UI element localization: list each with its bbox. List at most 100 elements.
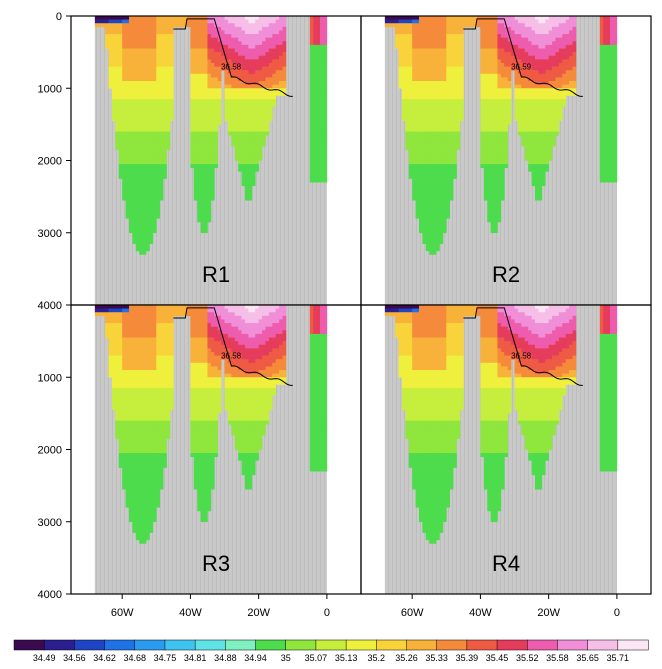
field-cell bbox=[262, 113, 266, 118]
field-cell bbox=[156, 117, 160, 122]
field-cell bbox=[613, 178, 618, 183]
field-cell bbox=[531, 48, 536, 53]
field-cell bbox=[603, 99, 607, 103]
field-cell bbox=[265, 113, 270, 118]
field-cell bbox=[538, 66, 543, 71]
field-cell bbox=[245, 37, 249, 42]
field-cell bbox=[139, 200, 143, 205]
field-cell bbox=[439, 91, 444, 96]
field-cell bbox=[504, 55, 508, 60]
field-cell bbox=[118, 62, 123, 67]
field-cell bbox=[193, 52, 198, 57]
field-cell bbox=[514, 34, 519, 38]
field-cell bbox=[603, 102, 607, 107]
field-cell bbox=[122, 149, 126, 154]
field-cell bbox=[282, 70, 287, 75]
field-cell bbox=[565, 41, 570, 46]
field-cell bbox=[231, 23, 236, 28]
field-cell bbox=[429, 236, 433, 241]
field-cell bbox=[459, 77, 464, 82]
field-cell bbox=[214, 59, 218, 64]
field-cell bbox=[146, 200, 150, 205]
field-cell bbox=[487, 189, 491, 194]
field-cell bbox=[436, 149, 440, 154]
field-cell bbox=[599, 109, 604, 114]
field-cell bbox=[415, 73, 420, 78]
field-cell bbox=[265, 120, 270, 125]
field-cell bbox=[142, 124, 147, 129]
field-cell bbox=[398, 55, 403, 60]
field-cell bbox=[204, 99, 208, 103]
field-cell bbox=[524, 99, 529, 103]
field-cell bbox=[122, 308, 126, 313]
field-cell bbox=[531, 174, 536, 179]
field-cell bbox=[415, 30, 420, 35]
field-cell bbox=[224, 19, 229, 24]
field-cell bbox=[125, 413, 130, 418]
field-cell bbox=[105, 16, 109, 20]
field-cell bbox=[125, 193, 130, 197]
field-cell bbox=[599, 19, 604, 24]
field-cell bbox=[432, 203, 437, 208]
field-cell bbox=[142, 19, 147, 24]
field-cell bbox=[432, 124, 437, 129]
field-cell bbox=[258, 34, 263, 38]
field-cell bbox=[207, 95, 212, 100]
field-cell bbox=[494, 117, 498, 122]
field-cell bbox=[408, 167, 413, 172]
field-cell bbox=[238, 160, 242, 165]
field-cell bbox=[149, 185, 154, 190]
field-cell bbox=[500, 81, 505, 85]
field-cell bbox=[606, 16, 611, 20]
field-cell bbox=[207, 99, 212, 103]
field-cell bbox=[238, 16, 242, 20]
field-cell bbox=[436, 19, 440, 24]
field-cell bbox=[538, 41, 543, 46]
field-cell bbox=[456, 26, 461, 31]
field-cell bbox=[146, 106, 150, 111]
field-cell bbox=[490, 160, 495, 165]
field-cell bbox=[395, 23, 399, 28]
field-cell bbox=[152, 196, 157, 201]
field-cell bbox=[535, 174, 539, 179]
field-cell bbox=[541, 44, 546, 49]
field-cell bbox=[545, 106, 549, 111]
field-cell bbox=[135, 59, 140, 64]
field-cell bbox=[313, 167, 317, 172]
field-cell bbox=[129, 229, 133, 234]
field-cell bbox=[251, 59, 256, 64]
field-cell bbox=[115, 124, 120, 129]
field-cell bbox=[115, 312, 120, 317]
field-cell bbox=[210, 131, 215, 136]
field-cell bbox=[599, 99, 604, 103]
field-cell bbox=[524, 124, 529, 129]
field-cell bbox=[425, 200, 430, 205]
field-cell bbox=[132, 44, 137, 49]
field-cell bbox=[149, 131, 154, 136]
field-cell bbox=[603, 131, 607, 136]
field-cell bbox=[207, 214, 212, 219]
field-cell bbox=[412, 167, 416, 172]
field-cell bbox=[425, 106, 430, 111]
field-cell bbox=[255, 34, 259, 38]
field-cell bbox=[497, 142, 502, 147]
field-cell bbox=[122, 178, 126, 183]
field-cell bbox=[514, 91, 519, 96]
field-cell bbox=[115, 135, 120, 140]
field-cell bbox=[309, 37, 314, 42]
field-cell bbox=[234, 124, 239, 129]
field-cell bbox=[558, 34, 563, 38]
field-cell bbox=[401, 81, 406, 85]
field-cell bbox=[122, 30, 126, 35]
field-cell bbox=[132, 48, 137, 53]
field-cell bbox=[139, 109, 143, 114]
field-cell bbox=[234, 99, 239, 103]
field-cell bbox=[207, 200, 212, 205]
field-cell bbox=[521, 16, 526, 20]
field-cell bbox=[125, 102, 130, 107]
field-cell bbox=[480, 30, 485, 35]
field-cell bbox=[500, 120, 505, 125]
field-cell bbox=[429, 218, 433, 223]
field-cell bbox=[227, 81, 232, 85]
field-cell bbox=[412, 59, 416, 64]
